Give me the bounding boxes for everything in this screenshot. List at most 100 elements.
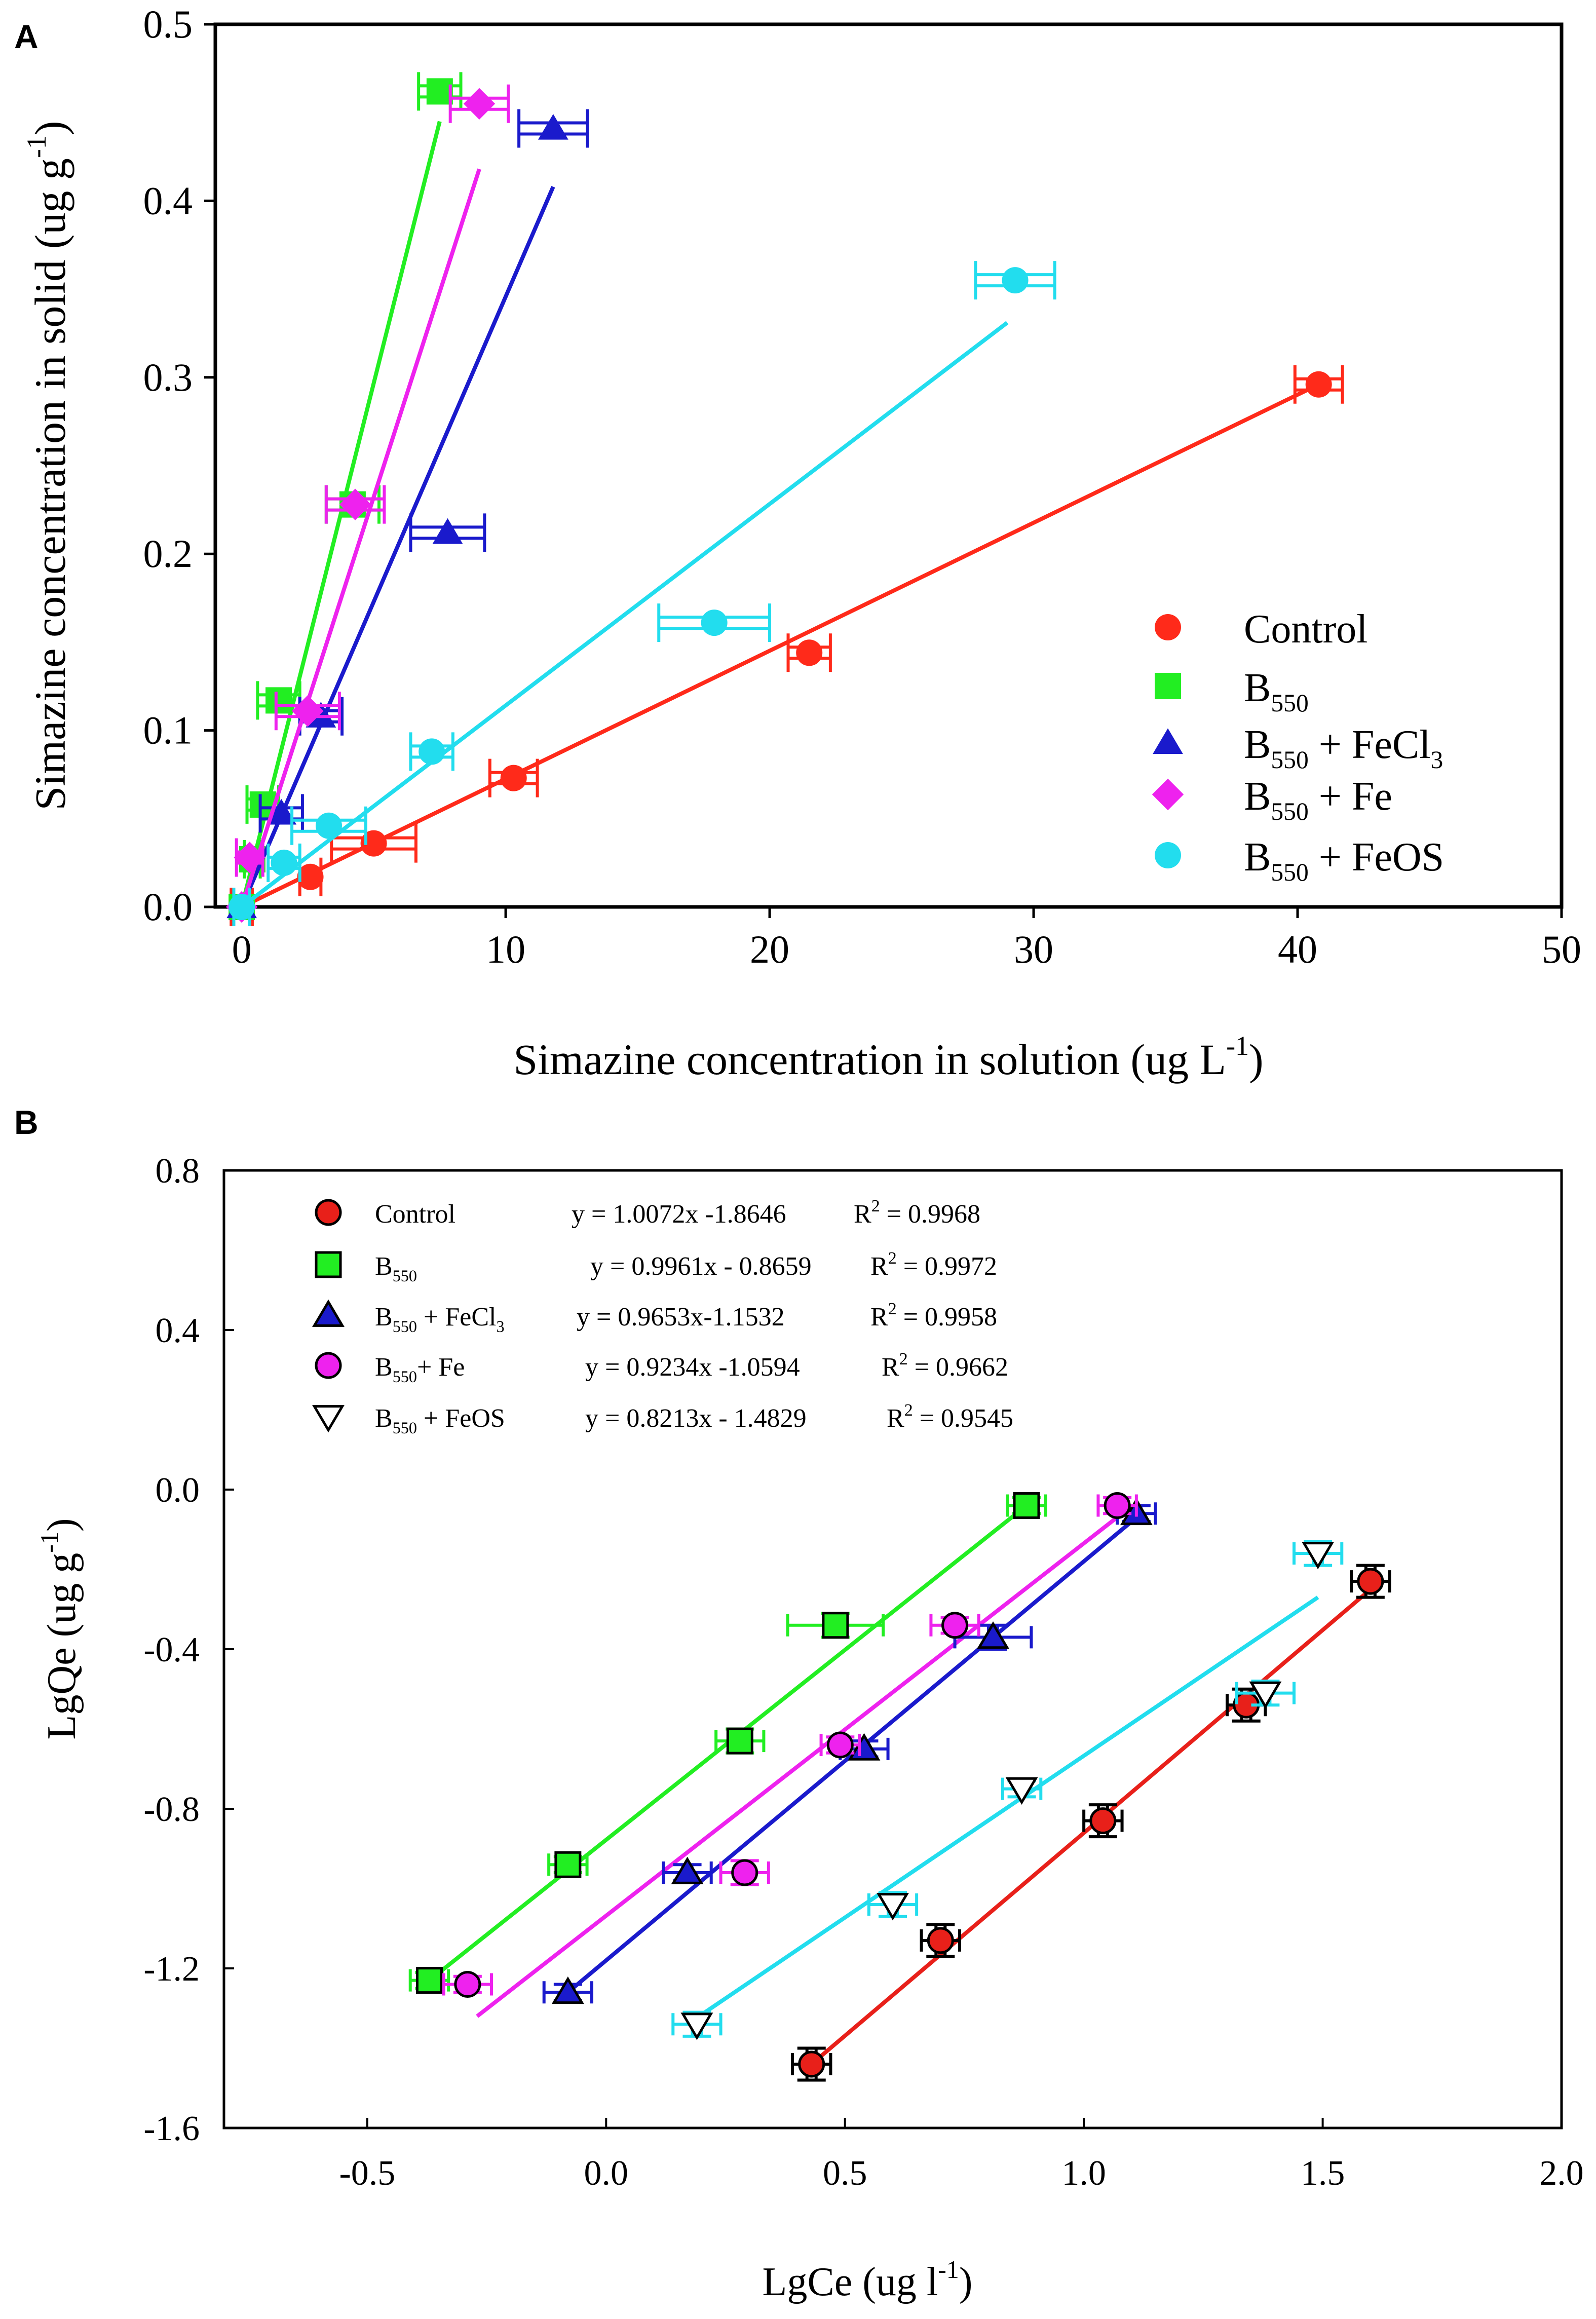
legend-marker	[315, 1251, 342, 1278]
legend-r2: R2 = 0.9968	[854, 1197, 980, 1229]
y-tick-label-b: -0.4	[143, 1630, 200, 1669]
data-point	[316, 812, 343, 839]
data-point	[977, 1621, 1009, 1649]
legend-equation: y = 0.9961x - 0.8659	[590, 1252, 812, 1281]
data-point	[671, 1856, 704, 1884]
legend-label: B550 + FeOS	[375, 1404, 505, 1437]
panel-label-a: A	[14, 18, 39, 55]
y-tick-label-a: 0.0	[143, 885, 193, 929]
legend-equation: y = 0.8213x - 1.4829	[585, 1404, 807, 1433]
legend-equation: y = 0.9653x-1.1532	[577, 1303, 785, 1332]
series-a-0	[229, 365, 1344, 926]
y-tick-label-a: 0.5	[143, 2, 193, 46]
legend-r2: R2 = 0.9958	[870, 1300, 997, 1332]
legend-marker	[1155, 614, 1181, 640]
y-axis-label-b: LgQe (ug g-1)	[35, 1518, 84, 1739]
legend-label: B550 + FeOS	[1244, 835, 1444, 886]
y-tick-label-b: -1.2	[143, 1950, 200, 1989]
data-point	[927, 1927, 954, 1954]
x-tick-label-b: 2.0	[1539, 2154, 1584, 2193]
data-point	[265, 687, 292, 714]
data-point	[877, 1893, 909, 1921]
data-point	[726, 1727, 753, 1755]
data-point	[554, 1851, 582, 1878]
data-point	[1357, 1568, 1384, 1595]
legend-marker	[312, 1299, 345, 1327]
legend-r2: R2 = 0.9662	[882, 1350, 1008, 1382]
data-point	[266, 799, 297, 825]
x-tick-label-b: 0.0	[584, 2154, 629, 2193]
y-tick-label-b: -0.8	[143, 1790, 200, 1829]
data-point	[796, 639, 823, 666]
series-b-1	[408, 1492, 1047, 1994]
data-point	[551, 1976, 584, 2004]
x-tick-label-a: 30	[1014, 927, 1053, 971]
data-point	[680, 2012, 713, 2040]
legend-label: B550	[375, 1252, 417, 1285]
series-a-4	[229, 261, 1056, 926]
data-point	[1013, 1492, 1040, 1519]
data-point	[731, 1859, 758, 1886]
data-point	[538, 113, 568, 140]
legend-label: Control	[375, 1200, 455, 1229]
series-b-3	[442, 1492, 1138, 1998]
data-point	[234, 842, 265, 873]
data-point	[1005, 1777, 1038, 1805]
fit-line-b-4	[686, 1595, 1319, 2026]
panel-b: B -0.5 0.0 0.5 1.0 1.5 2.0 -1.6 -1.2 -0.8 -0.4 0.0 0…	[14, 1104, 1584, 2304]
data-point	[339, 488, 371, 520]
legend-marker	[1155, 842, 1181, 868]
data-point	[500, 765, 527, 791]
x-tick-label-b: 1.5	[1301, 2154, 1345, 2193]
legend-marker	[1153, 728, 1183, 754]
y-tick-label-a: 0.3	[143, 355, 193, 399]
fit-line	[240, 168, 481, 908]
data-point	[1249, 1681, 1282, 1709]
legend-label: B550 + FeCl3	[1244, 723, 1443, 774]
y-tick-label-a: 0.1	[143, 708, 193, 752]
data-point	[822, 1612, 849, 1639]
data-point	[426, 78, 453, 105]
data-point	[229, 894, 255, 920]
legend-b: Control y = 1.0072x -1.8646 R2 = 0.9968 B55…	[312, 1197, 1013, 1437]
y-axis-label-a: Simazine concentration in solid (ug g-1)	[21, 121, 74, 811]
y-tick-label-b: 0.0	[156, 1471, 200, 1510]
plot-frame-a	[213, 22, 1564, 909]
data-point	[848, 1733, 881, 1761]
legend-marker	[1152, 778, 1184, 811]
data-point	[1104, 1492, 1131, 1519]
x-axis-label-b: LgCe (ug l-1)	[763, 2255, 973, 2304]
legend-r2: R2 = 0.9545	[887, 1401, 1013, 1433]
x-tick-label-a: 20	[750, 927, 789, 971]
x-tick-label-a: 40	[1278, 927, 1317, 971]
legend-label: B550 + FeCl3	[375, 1303, 505, 1336]
series-b-0	[791, 1564, 1391, 2082]
data-point	[292, 695, 324, 727]
data-point	[798, 2050, 825, 2078]
x-tick-label-a: 50	[1542, 927, 1581, 971]
y-tick-label-a: 0.2	[143, 531, 193, 576]
x-axis-label-a: Simazine concentration in solution (ug L…	[513, 1031, 1263, 1084]
legend-marker	[315, 1199, 342, 1226]
data-point	[1302, 1542, 1335, 1570]
data-point	[297, 863, 324, 890]
panel-a: A 0 10 20 30 40 50 0.0 0.1 0.2 0.3 0.4 0.5 Simazine c…	[14, 2, 1581, 1084]
data-point	[701, 610, 728, 636]
x-tick-label-b: -0.5	[339, 2154, 395, 2193]
y-tick-label-b: -1.6	[143, 2109, 200, 2148]
data-point	[941, 1612, 969, 1639]
data-point	[1089, 1807, 1117, 1835]
data-point	[454, 1971, 481, 1998]
data-point	[463, 88, 496, 120]
data-point	[415, 1967, 443, 1994]
legend-equation: y = 0.9234x -1.0594	[585, 1353, 800, 1382]
x-tick-label-b: 0.5	[823, 2154, 867, 2193]
fit-line	[240, 321, 1009, 909]
y-tick-label-b: 0.4	[156, 1311, 200, 1350]
x-tick-label-a: 10	[486, 927, 525, 971]
series-a-2	[226, 109, 589, 926]
legend-label: B550+ Fe	[375, 1353, 465, 1386]
x-tick-label-a: 0	[232, 927, 252, 971]
